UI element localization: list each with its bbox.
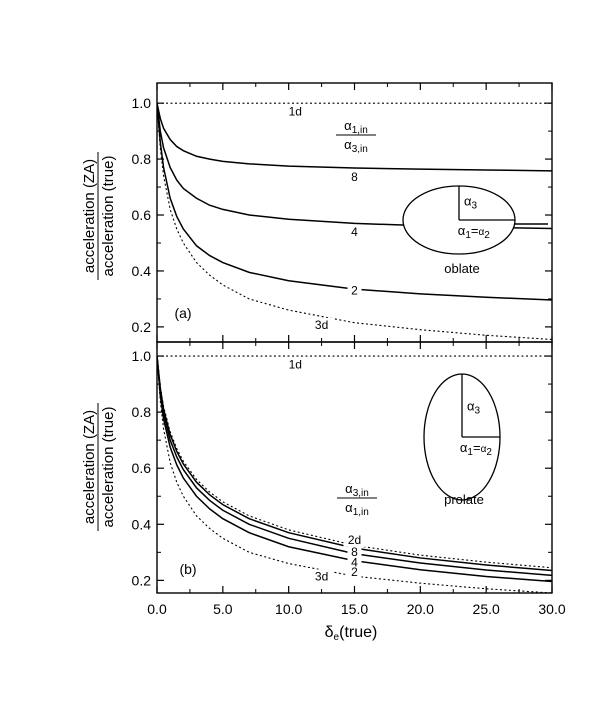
x-tick-label: 5.0 <box>213 601 233 617</box>
curve-label-bg <box>284 357 307 372</box>
curve-label-bg <box>310 569 333 584</box>
y-tick-label: 0.6 <box>132 460 152 476</box>
curve-label-3d: 3d <box>315 569 328 583</box>
plot-area <box>157 355 552 593</box>
x-axis-label: δe(true) <box>325 624 378 643</box>
ratio-numerator: α3,in <box>345 481 369 499</box>
alpha12-label: α1=α2 <box>458 223 490 241</box>
curve-label-2: 2 <box>351 565 358 579</box>
curve-label-2d: 2d <box>348 533 361 547</box>
x-tick-label: 0.0 <box>147 601 167 617</box>
x-tick-label: 15.0 <box>341 601 368 617</box>
curve-label-bg <box>343 532 366 547</box>
plot-area <box>157 102 552 341</box>
shape-label: prolate <box>444 492 484 507</box>
y-axis-label-denominator: acceleration (true) <box>100 156 117 277</box>
curve-label-4: 4 <box>351 225 358 239</box>
y-axis-label: acceleration (ZA) acceleration (true) <box>81 403 117 531</box>
panel-b: 0.2 0.4 0.6 0.8 1.0 0.0 5.0 10.0 15.0 20.0 25.0 30.… <box>81 341 566 643</box>
curve-label-bg <box>284 104 307 119</box>
curve-label-8: 8 <box>351 170 358 184</box>
y-tick-label: 0.4 <box>132 263 152 279</box>
y-tick-label: 0.2 <box>132 319 152 335</box>
y-tick-label: 0.2 <box>132 572 152 588</box>
panel-a: 0.2 0.4 0.6 0.8 1.0 1d 8 4 2 3d α3 α1=α2 oblate (a) α1… <box>81 82 553 343</box>
curve-label-bg <box>347 169 362 184</box>
ratio-numerator: α1,in <box>344 118 368 136</box>
y-axis-label: acceleration (ZA) acceleration (true) <box>81 152 117 280</box>
curve-label-bg <box>347 565 362 580</box>
x-tick-label: 25.0 <box>473 601 500 617</box>
curve-label-bg <box>310 317 333 332</box>
y-tick-label: 0.8 <box>132 151 152 167</box>
curve-label-bg <box>347 283 362 298</box>
curve-label-3d: 3d <box>315 318 328 332</box>
y-tick-label: 0.6 <box>132 207 152 223</box>
alpha3-label: α3 <box>467 399 481 417</box>
series-3d <box>157 355 552 593</box>
series-8 <box>157 355 552 572</box>
series-4 <box>157 355 552 577</box>
series-2 <box>157 103 552 301</box>
x-tick-label: 20.0 <box>407 601 434 617</box>
panel-label: (a) <box>174 305 191 321</box>
y-axis-label-numerator: acceleration (ZA) <box>81 410 98 524</box>
alpha12-label: α1=α2 <box>460 440 492 458</box>
series-3d <box>157 103 552 341</box>
curve-label-4: 4 <box>351 555 358 569</box>
ratio-denominator: α1,in <box>345 500 369 518</box>
curve-label-2: 2 <box>351 284 358 298</box>
curve-label-8: 8 <box>351 545 358 559</box>
y-tick-label: 0.8 <box>132 404 152 420</box>
series-4 <box>157 103 552 230</box>
curve-label-bg <box>347 224 362 239</box>
curve-label-1d: 1d <box>289 358 302 372</box>
shape-label: oblate <box>444 261 479 276</box>
y-tick-label: 0.4 <box>132 516 152 532</box>
x-tick-label: 30.0 <box>538 601 565 617</box>
y-tick-label: 1.0 <box>132 348 152 364</box>
curve-label-1d: 1d <box>289 105 302 119</box>
alpha3-label: α3 <box>464 194 478 212</box>
y-tick-label: 1.0 <box>132 95 152 111</box>
y-axis-label-numerator: acceleration (ZA) <box>81 159 98 273</box>
series-8 <box>157 102 552 172</box>
y-axis-label-denominator: acceleration (true) <box>100 407 117 528</box>
ratio-denominator: α3,in <box>344 137 368 155</box>
series-2 <box>157 355 552 583</box>
x-tick-label: 10.0 <box>275 601 302 617</box>
panel-label: (b) <box>179 561 196 577</box>
